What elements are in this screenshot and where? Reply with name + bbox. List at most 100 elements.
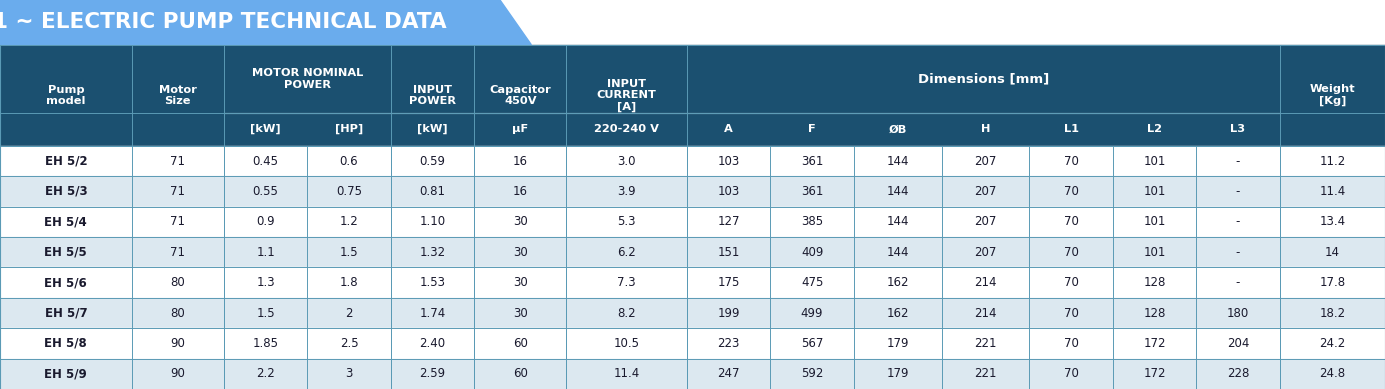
Text: EH 5/7: EH 5/7 xyxy=(44,307,87,319)
Text: Weight
[Kg]: Weight [Kg] xyxy=(1309,84,1355,106)
Text: 71: 71 xyxy=(170,154,186,168)
Text: 221: 221 xyxy=(974,367,997,380)
Text: 103: 103 xyxy=(717,154,740,168)
Text: 475: 475 xyxy=(801,276,823,289)
Text: 207: 207 xyxy=(974,216,997,228)
Text: 17.8: 17.8 xyxy=(1320,276,1345,289)
Text: 1.5: 1.5 xyxy=(339,246,359,259)
Text: ØB: ØB xyxy=(889,124,907,134)
Text: 101: 101 xyxy=(1144,216,1166,228)
Text: 172: 172 xyxy=(1143,337,1166,350)
Text: -: - xyxy=(1235,246,1240,259)
Text: 179: 179 xyxy=(886,337,909,350)
Text: H: H xyxy=(981,124,990,134)
Text: 60: 60 xyxy=(512,367,528,380)
Text: 60: 60 xyxy=(512,337,528,350)
Text: 18.2: 18.2 xyxy=(1320,307,1345,319)
Text: INPUT
POWER: INPUT POWER xyxy=(409,84,456,106)
Text: 144: 144 xyxy=(886,185,909,198)
Text: 0.55: 0.55 xyxy=(252,185,278,198)
Text: μF: μF xyxy=(512,124,528,134)
Polygon shape xyxy=(0,176,1385,207)
Text: 228: 228 xyxy=(1227,367,1249,380)
Text: 103: 103 xyxy=(717,185,740,198)
Text: 1.32: 1.32 xyxy=(420,246,446,259)
Text: 11.4: 11.4 xyxy=(1319,185,1345,198)
Text: [kW]: [kW] xyxy=(417,124,447,135)
Text: 8.2: 8.2 xyxy=(618,307,636,319)
Text: F: F xyxy=(809,124,816,134)
Text: 1.2: 1.2 xyxy=(339,216,359,228)
Text: 207: 207 xyxy=(974,154,997,168)
Polygon shape xyxy=(0,113,1385,146)
Text: 180: 180 xyxy=(1227,307,1249,319)
Text: 90: 90 xyxy=(170,367,186,380)
Text: 1 ~ ELECTRIC PUMP TECHNICAL DATA: 1 ~ ELECTRIC PUMP TECHNICAL DATA xyxy=(0,12,447,32)
Text: A: A xyxy=(724,124,733,134)
Text: 0.81: 0.81 xyxy=(420,185,446,198)
Text: 14: 14 xyxy=(1325,246,1339,259)
Text: 71: 71 xyxy=(170,246,186,259)
Text: 101: 101 xyxy=(1144,246,1166,259)
Text: [HP]: [HP] xyxy=(335,124,363,135)
Text: 592: 592 xyxy=(801,367,823,380)
Text: 2.2: 2.2 xyxy=(256,367,276,380)
Text: EH 5/5: EH 5/5 xyxy=(44,246,87,259)
Text: 199: 199 xyxy=(717,307,740,319)
Text: -: - xyxy=(1235,216,1240,228)
Text: 80: 80 xyxy=(170,276,186,289)
Text: 30: 30 xyxy=(512,216,528,228)
Text: 70: 70 xyxy=(1064,216,1079,228)
Text: 247: 247 xyxy=(717,367,740,380)
Text: 1.53: 1.53 xyxy=(420,276,446,289)
Text: 127: 127 xyxy=(717,216,740,228)
Text: INPUT
CURRENT
[A]: INPUT CURRENT [A] xyxy=(597,79,656,112)
Polygon shape xyxy=(0,207,1385,237)
Text: 2.40: 2.40 xyxy=(420,337,446,350)
Text: Pump
model: Pump model xyxy=(46,84,86,106)
Text: 204: 204 xyxy=(1227,337,1249,350)
Text: 16: 16 xyxy=(512,185,528,198)
Text: 71: 71 xyxy=(170,216,186,228)
Text: EH 5/4: EH 5/4 xyxy=(44,216,87,228)
Text: 567: 567 xyxy=(801,337,823,350)
Text: 71: 71 xyxy=(170,185,186,198)
Text: 3.9: 3.9 xyxy=(618,185,636,198)
Text: 11.4: 11.4 xyxy=(614,367,640,380)
Text: 70: 70 xyxy=(1064,276,1079,289)
Text: 1.85: 1.85 xyxy=(252,337,278,350)
Polygon shape xyxy=(0,359,1385,389)
Text: 101: 101 xyxy=(1144,154,1166,168)
Text: 0.75: 0.75 xyxy=(337,185,361,198)
Text: 90: 90 xyxy=(170,337,186,350)
Text: 221: 221 xyxy=(974,337,997,350)
Text: 11.2: 11.2 xyxy=(1319,154,1345,168)
Text: -: - xyxy=(1235,276,1240,289)
Text: 16: 16 xyxy=(512,154,528,168)
Text: 162: 162 xyxy=(886,276,909,289)
Text: EH 5/2: EH 5/2 xyxy=(44,154,87,168)
Text: 1.10: 1.10 xyxy=(420,216,446,228)
Text: 10.5: 10.5 xyxy=(614,337,640,350)
Text: EH 5/3: EH 5/3 xyxy=(44,185,87,198)
Text: -: - xyxy=(1235,185,1240,198)
Polygon shape xyxy=(0,298,1385,328)
Text: 6.2: 6.2 xyxy=(618,246,636,259)
Text: 30: 30 xyxy=(512,276,528,289)
Text: 7.3: 7.3 xyxy=(618,276,636,289)
Text: 3: 3 xyxy=(345,367,353,380)
Text: 0.6: 0.6 xyxy=(339,154,359,168)
Text: 214: 214 xyxy=(974,276,997,289)
Text: 172: 172 xyxy=(1143,367,1166,380)
Text: EH 5/9: EH 5/9 xyxy=(44,367,87,380)
Text: 0.45: 0.45 xyxy=(252,154,278,168)
Text: 179: 179 xyxy=(886,367,909,380)
Text: 207: 207 xyxy=(974,246,997,259)
Text: 1.5: 1.5 xyxy=(256,307,274,319)
Text: EH 5/6: EH 5/6 xyxy=(44,276,87,289)
Text: 2: 2 xyxy=(345,307,353,319)
Text: 70: 70 xyxy=(1064,154,1079,168)
Text: 385: 385 xyxy=(801,216,823,228)
Text: 70: 70 xyxy=(1064,185,1079,198)
Text: 361: 361 xyxy=(801,154,823,168)
